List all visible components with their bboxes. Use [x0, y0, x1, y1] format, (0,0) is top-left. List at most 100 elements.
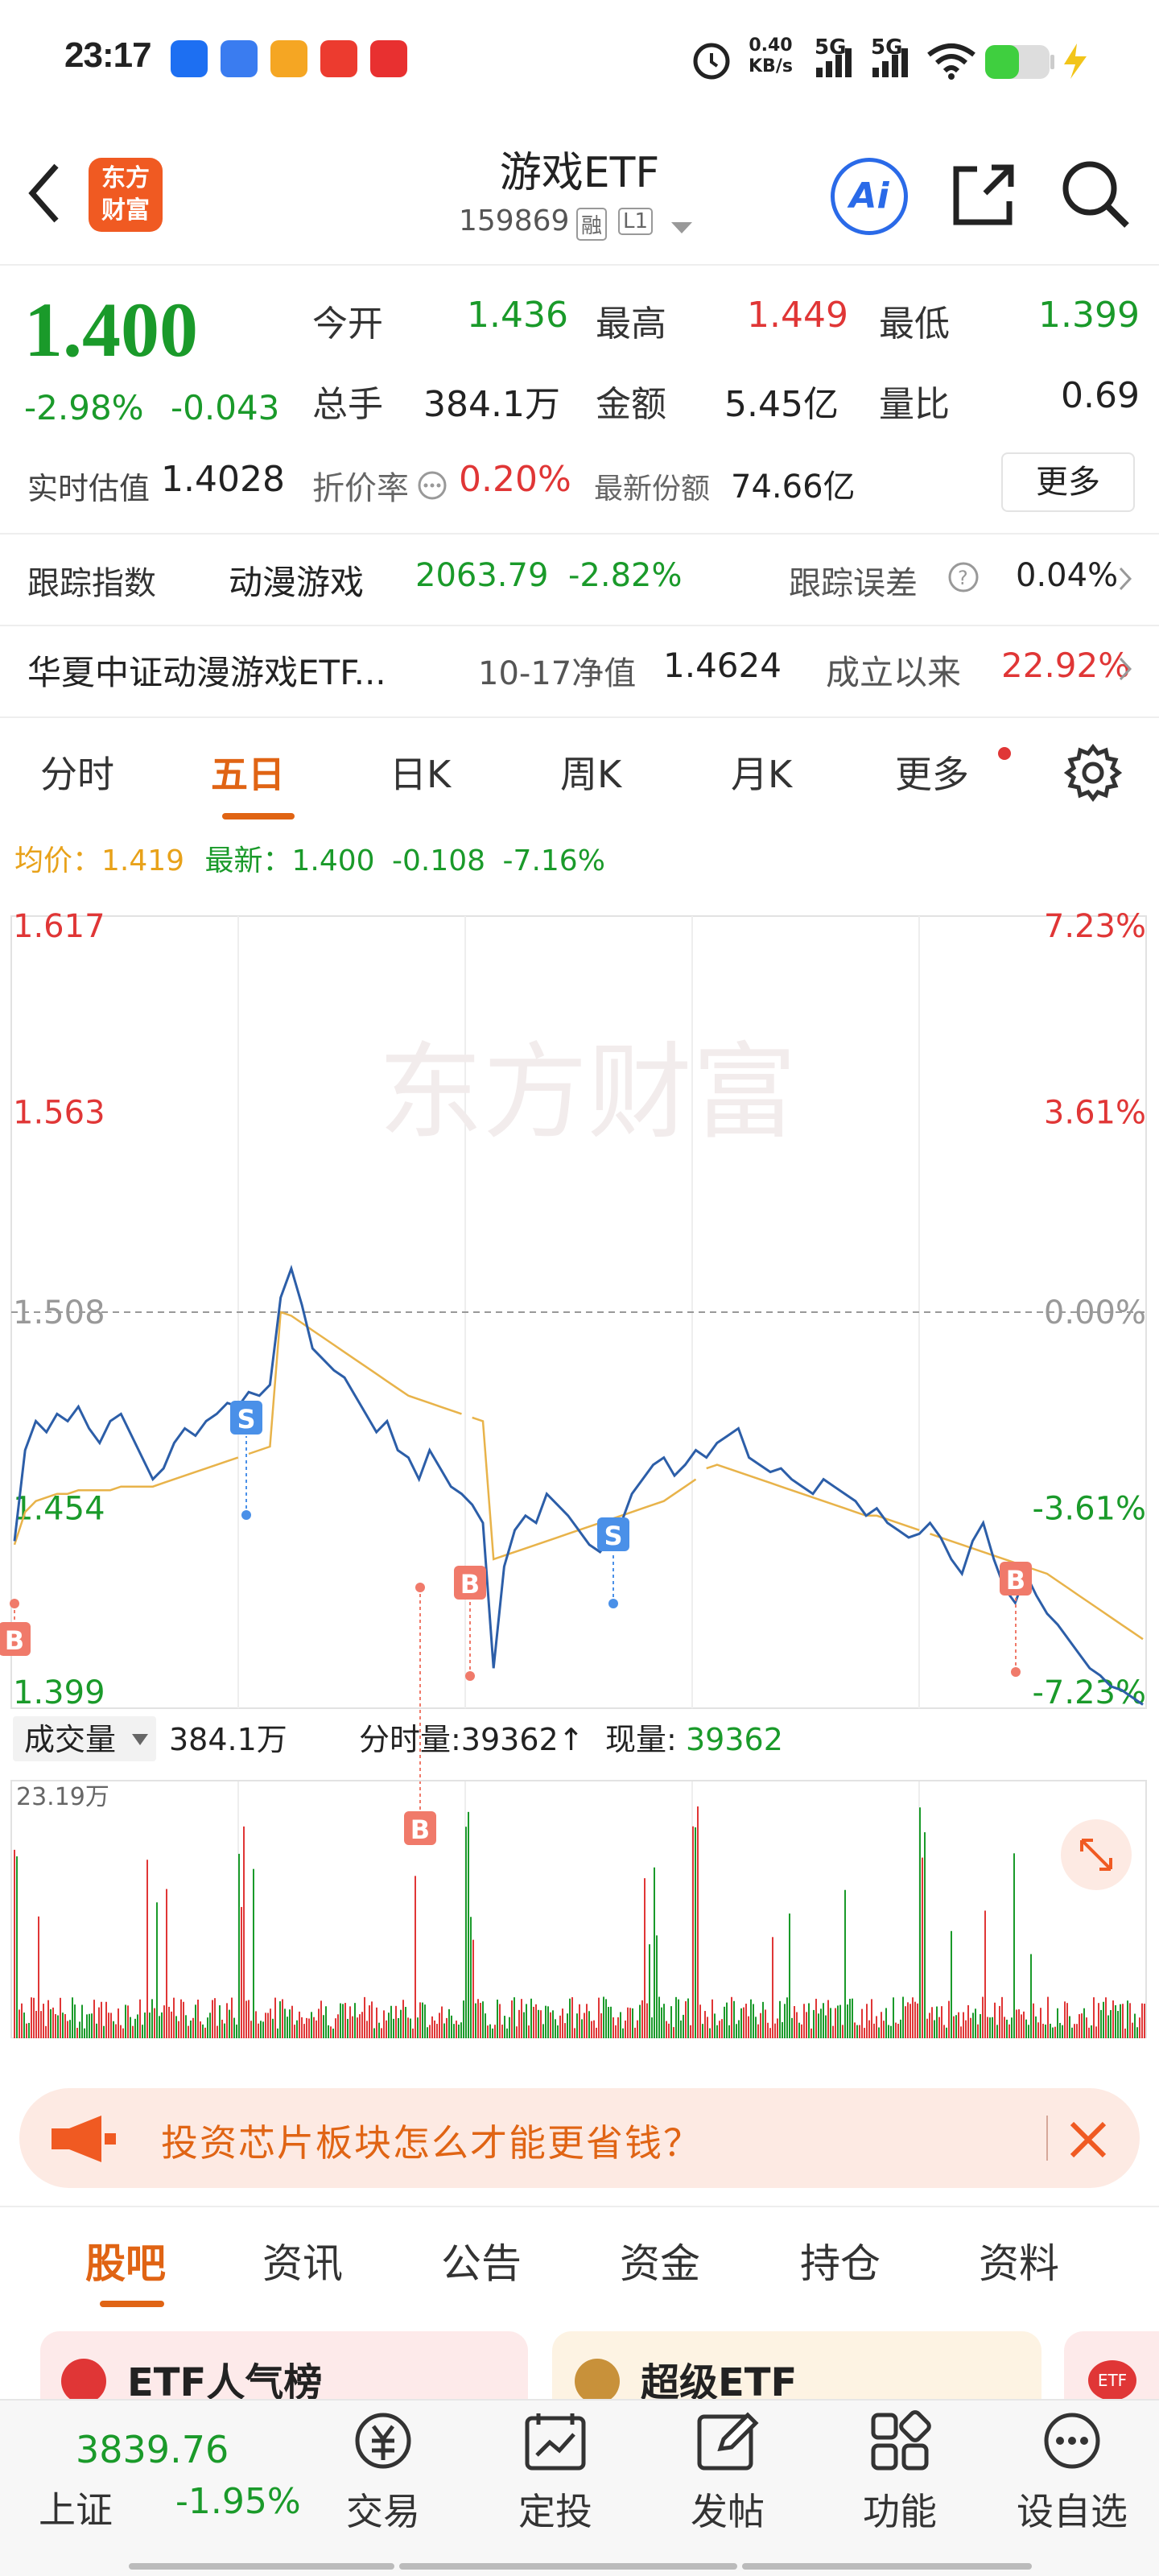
nav-post[interactable]: 发帖	[655, 2409, 800, 2536]
trade-icon	[355, 2413, 411, 2469]
volume-bar	[632, 2008, 633, 2038]
sh-index-change[interactable]: -1.95%	[175, 2481, 301, 2522]
next-card[interactable]: ETF	[1064, 2331, 1159, 2404]
volume-bar	[675, 1996, 677, 2038]
more-quote-button[interactable]: 更多	[1001, 452, 1135, 512]
volume-bar	[951, 1930, 952, 2038]
tracking-index-name[interactable]: 动漫游戏	[229, 563, 365, 602]
tab-news[interactable]: 资讯	[262, 2240, 343, 2287]
volume-bar	[231, 1997, 233, 2038]
settings-gear-icon[interactable]	[1062, 742, 1124, 803]
volume-bar	[641, 2000, 643, 2038]
search-icon[interactable]	[1059, 158, 1132, 230]
sh-index-name[interactable]: 上证	[39, 2488, 113, 2532]
volume-bar	[101, 2001, 102, 2038]
volume-bar	[663, 2004, 665, 2038]
trade-marker-label: S	[604, 1521, 622, 1551]
since-inception-label: 成立以来	[826, 653, 962, 692]
volume-bar	[1028, 2025, 1029, 2038]
banner-text[interactable]: 投资芯片板块怎么才能更省钱？	[161, 2121, 702, 2165]
nav-functions[interactable]: 功能	[827, 2409, 972, 2536]
volume-bar	[190, 2020, 192, 2038]
five-day-chart[interactable]: 均价：1.419 最新：1.400 -0.108 -7.16% 东方财富 1.61…	[0, 837, 1159, 2077]
etf-popularity-card[interactable]: ETF人气榜	[40, 2331, 528, 2405]
volume-bar	[943, 2025, 945, 2038]
promo-banner[interactable]: 投资芯片板块怎么才能更省钱？	[19, 2088, 1140, 2188]
volume-bar	[456, 2021, 457, 2038]
chevron-down-icon[interactable]	[670, 221, 694, 237]
volume-bar	[931, 2007, 933, 2038]
super-etf-card[interactable]: 超级ETF	[552, 2331, 1041, 2405]
volume-bar	[16, 1856, 18, 2038]
nav-auto-invest[interactable]: 定投	[483, 2409, 628, 2536]
volume-bar	[226, 2003, 228, 2038]
fund-name[interactable]: 华夏中证动漫游戏ETF...	[27, 653, 386, 692]
trade-marker-label: B	[460, 1569, 480, 1600]
volume-bar	[313, 2017, 315, 2038]
volume-bar	[955, 2015, 957, 2038]
share-icon[interactable]	[950, 161, 1017, 229]
volume-bar	[265, 2013, 266, 2038]
more-info-icon[interactable]	[417, 470, 448, 501]
tab-more[interactable]: 更多	[895, 753, 969, 796]
help-icon[interactable]: ?	[947, 560, 980, 594]
tab-holdings[interactable]: 持仓	[800, 2240, 881, 2287]
nav-value: 1.4624	[663, 646, 782, 685]
sh-index-value[interactable]: 3839.76	[76, 2428, 229, 2471]
volume-bar	[1045, 2025, 1046, 2038]
volume-bar	[625, 2021, 626, 2038]
volume-bar	[538, 2009, 539, 2038]
trade-marker-badge	[404, 1811, 436, 1845]
tab-announcements[interactable]: 公告	[441, 2240, 522, 2287]
back-icon[interactable]	[24, 161, 64, 225]
tab-intraday[interactable]: 分时	[40, 753, 114, 796]
volume-bar	[559, 2015, 561, 2038]
volume-bar	[518, 2009, 520, 2038]
volume-bar	[361, 2012, 363, 2038]
nav-trade[interactable]: 交易	[311, 2409, 456, 2536]
volume-bar	[511, 2000, 513, 2038]
tab-profile[interactable]: 资料	[979, 2240, 1059, 2287]
nav-add-watchlist[interactable]: 设自选	[1000, 2409, 1145, 2536]
price-chart-svg[interactable]: 东方财富1.6171.5631.5081.4541.3997.23%3.61%0…	[0, 895, 1159, 2038]
volume-bar	[1057, 2008, 1058, 2038]
tab-guba[interactable]: 股吧	[85, 2240, 166, 2287]
chevron-right-icon[interactable]	[1117, 567, 1133, 591]
volume-bar	[521, 1999, 522, 2038]
volume-bar	[1035, 2016, 1037, 2038]
tab-weekly-k[interactable]: 周K	[560, 753, 622, 796]
volume-bar	[946, 2027, 947, 2038]
y-axis-label-left: 1.617	[13, 908, 105, 945]
edit-post-icon	[697, 2412, 759, 2471]
volume-bar	[132, 2025, 134, 2038]
volume-bar	[229, 2009, 230, 2038]
volume-bar	[1141, 2003, 1143, 2038]
volume-bar	[895, 2022, 897, 2038]
battery-icon	[985, 45, 1054, 79]
tab-monthly-k[interactable]: 月K	[731, 753, 793, 796]
volume-bar	[516, 2026, 518, 2038]
volume-bar	[270, 2008, 271, 2038]
level-badge: L1	[618, 208, 654, 235]
tab-capital[interactable]: 资金	[620, 2240, 700, 2287]
ai-assistant-button[interactable]: Ai	[831, 158, 908, 235]
volume-bar	[320, 2000, 322, 2038]
super-etf-title[interactable]: 超级ETF	[641, 2360, 798, 2405]
volume-bar	[596, 2027, 597, 2038]
volume-bar	[248, 2000, 250, 2038]
net-speed: 0.40 KB/s	[749, 35, 793, 76]
close-icon[interactable]	[1066, 2117, 1111, 2162]
tab-daily-k[interactable]: 日K	[390, 753, 452, 796]
volume-bar	[492, 2028, 493, 2038]
tab-five-day[interactable]: 五日	[211, 753, 285, 796]
wifi-icon	[927, 43, 975, 80]
volume-bar	[395, 2005, 397, 2038]
volume-bar	[255, 2011, 257, 2038]
volume-bar	[463, 2000, 464, 2038]
chevron-right-icon[interactable]	[1117, 657, 1133, 681]
volume-bar	[1098, 2003, 1099, 2038]
etf-popularity-title[interactable]: ETF人气榜	[127, 2360, 323, 2405]
volume-bar	[697, 1806, 699, 2038]
volume-bar	[207, 2017, 208, 2038]
volume-bar	[195, 2004, 196, 2038]
